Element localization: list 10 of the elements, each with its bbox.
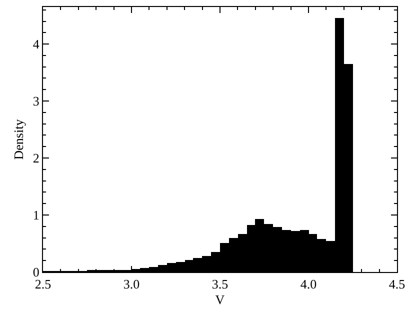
x-axis-title: V	[215, 292, 226, 308]
y-axis-title: Density	[10, 118, 26, 160]
y-tick-label: 1	[32, 208, 40, 223]
y-tick-label: 2	[32, 150, 40, 166]
x-tick-label: 3.0	[123, 276, 140, 292]
y-tick-label: 3	[32, 94, 40, 109]
x-tick-label: 3.5	[212, 276, 228, 292]
x-tick-label: 4.5	[388, 276, 406, 292]
y-tick-label: 4	[32, 36, 40, 52]
x-tick-label: 4.0	[300, 276, 317, 292]
